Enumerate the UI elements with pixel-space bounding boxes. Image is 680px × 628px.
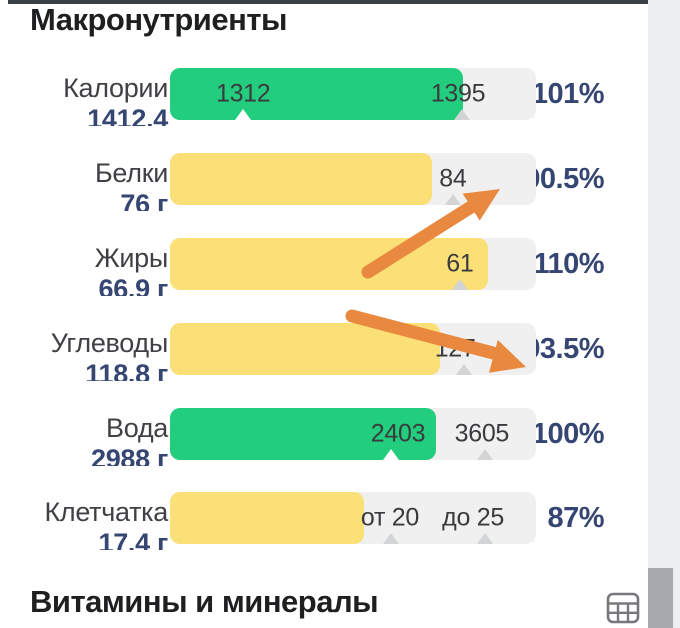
section-title-macronutrients: Макронутриенты: [30, 2, 287, 37]
bar-target-max: до 25: [442, 503, 504, 532]
scrollbar-thumb[interactable]: [648, 568, 673, 628]
bar-target-min: 2403: [370, 419, 426, 448]
percent-value: 101%: [531, 78, 605, 110]
bar-target: 127: [434, 334, 476, 363]
percent-value: 87%: [547, 502, 604, 534]
bar-target-max: 3605: [454, 419, 510, 448]
nutrient-value: 76 г: [120, 189, 168, 211]
card-top-border: [8, 0, 648, 4]
bar-target-min: от 20: [360, 503, 419, 532]
progress-fill: [170, 153, 433, 205]
nutrient-name: Углеводы: [50, 328, 169, 358]
nutrient-row-proteins: Белки 76 г 84 90.5%: [0, 153, 648, 211]
nutrient-label-block: Жиры 66.9 г: [30, 238, 169, 296]
progress-bar-calories[interactable]: 1312 1395: [170, 68, 536, 120]
nutrient-label-block: Калории 1412.4: [30, 68, 168, 126]
nutrient-label-block: Белки 76 г: [30, 153, 168, 211]
nutrient-label-block: Вода 2988 г: [30, 408, 168, 466]
percent-value: 90.5%: [524, 163, 604, 195]
nutrient-label-block: Углеводы 118.8 г: [30, 323, 169, 381]
target-marker-icon: [383, 449, 400, 460]
target-marker-icon: [383, 533, 400, 544]
target-marker-icon: [477, 449, 494, 460]
nutrient-row-calories: Калории 1412.4 1312 1395 101%: [0, 68, 648, 126]
scrollbar-track[interactable]: [648, 0, 680, 628]
nutrient-row-fats: Жиры 66.9 г 61 110%: [0, 238, 648, 296]
progress-fill: [170, 323, 441, 375]
nutrient-value: 17.4 г: [98, 528, 169, 550]
progress-fill: [170, 492, 364, 544]
section-title-vitamins: Витамины и минералы: [30, 584, 379, 619]
progress-bar-fats[interactable]: 61: [170, 238, 536, 290]
nutrient-value: 118.8 г: [85, 359, 168, 381]
nutrient-name: Вода: [105, 413, 168, 443]
percent-value: 93.5%: [524, 333, 604, 365]
bar-target: 84: [439, 164, 467, 193]
percent-value: 110%: [533, 248, 604, 280]
bar-target-max: 1395: [430, 79, 486, 108]
target-marker-icon: [444, 194, 461, 205]
nutrient-value: 1412.4: [87, 104, 168, 126]
target-marker-icon: [477, 533, 494, 544]
progress-fill: [170, 238, 489, 290]
nutrient-row-fiber: Клетчатка 17.4 г от 20 до 25 87%: [0, 492, 648, 550]
progress-bar-water[interactable]: 2403 3605: [170, 408, 536, 460]
nutrient-name: Клетчатка: [44, 497, 168, 527]
nutrient-label-block: Клетчатка 17.4 г: [30, 492, 168, 550]
target-marker-icon: [451, 279, 468, 290]
bar-target-min: 1312: [215, 79, 271, 108]
nutrient-name: Жиры: [94, 243, 169, 273]
target-marker-icon: [235, 109, 252, 120]
vitamins-table-icon[interactable]: [606, 592, 640, 624]
progress-bar-proteins[interactable]: 84: [170, 153, 536, 205]
progress-bar-fiber[interactable]: от 20 до 25: [170, 492, 536, 544]
nutrient-row-carbs: Углеводы 118.8 г 127 93.5%: [0, 323, 648, 381]
target-marker-icon: [455, 364, 472, 375]
progress-bar-carbs[interactable]: 127: [170, 323, 536, 375]
bar-target: 61: [446, 249, 474, 278]
nutrient-name: Белки: [95, 158, 168, 188]
target-marker-icon: [454, 109, 471, 120]
progress-fill: [170, 68, 463, 120]
percent-value: 100%: [531, 418, 605, 450]
nutrient-name: Калории: [63, 73, 168, 103]
nutrient-row-water: Вода 2988 г 2403 3605 100%: [0, 408, 648, 466]
nutrient-value: 2988 г: [90, 444, 168, 466]
nutrient-value: 66.9 г: [98, 274, 169, 296]
